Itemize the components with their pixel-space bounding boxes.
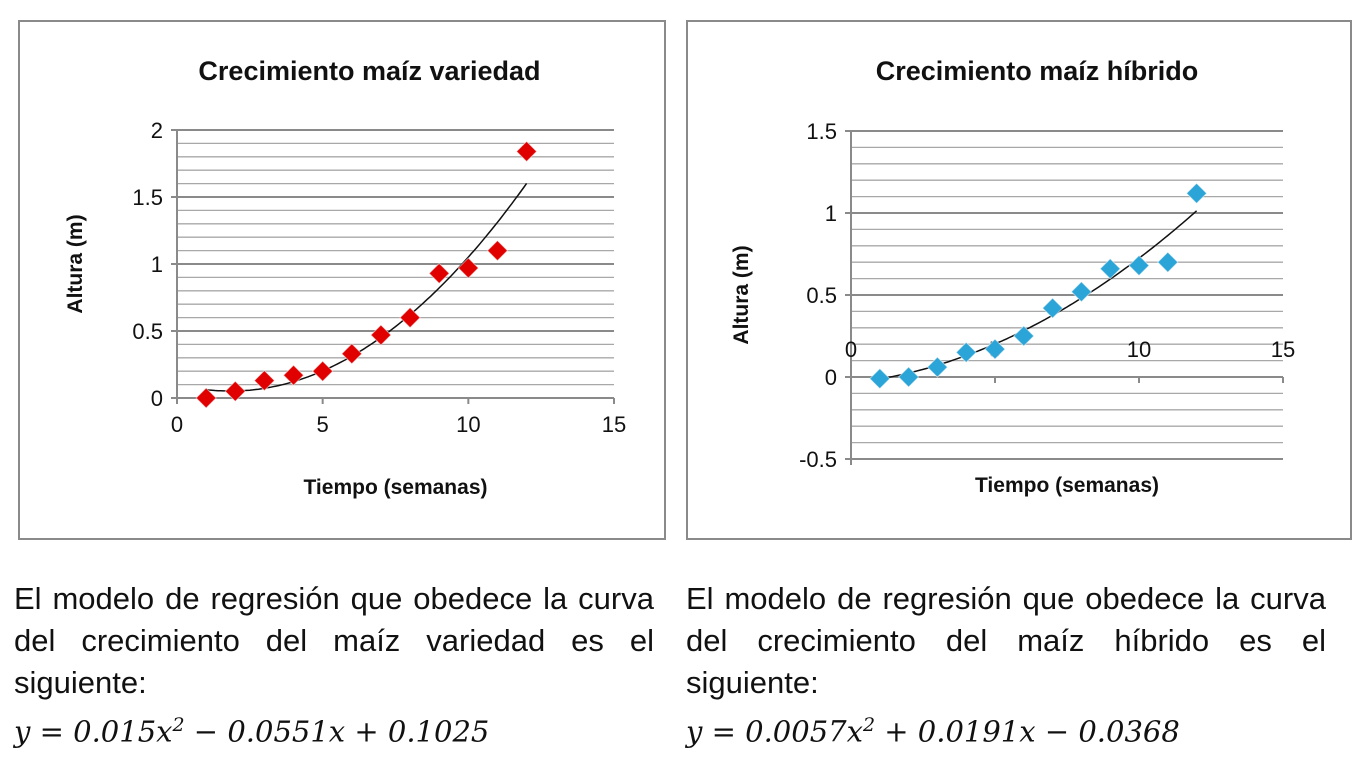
y-tick-label: 1 bbox=[151, 252, 163, 277]
data-point bbox=[1041, 297, 1064, 319]
description-variedad: El modelo de regresión que obedece la cu… bbox=[14, 578, 654, 753]
data-point bbox=[1013, 325, 1035, 347]
data-point bbox=[253, 369, 276, 392]
data-point bbox=[224, 380, 246, 403]
data-point bbox=[984, 338, 1006, 360]
data-point bbox=[897, 366, 920, 388]
trendline bbox=[205, 182, 528, 392]
y-tick-label: 0.5 bbox=[806, 283, 837, 308]
y-tick-label: 1 bbox=[825, 201, 837, 226]
x-tick-label: 15 bbox=[602, 412, 626, 437]
data-point bbox=[341, 343, 363, 365]
y-tick-label: 2 bbox=[151, 118, 163, 143]
data-point bbox=[926, 356, 949, 378]
x-tick-label: 10 bbox=[456, 412, 480, 437]
data-point bbox=[428, 262, 450, 285]
y-tick-label: 0 bbox=[151, 386, 163, 411]
chart-variedad: Crecimiento maíz variedad 0 0.5 1 1.5 2 0 5 10 15… bbox=[18, 20, 666, 540]
y-tick-label: -0.5 bbox=[799, 447, 837, 472]
data-point bbox=[1099, 258, 1121, 280]
y-axis-label: Altura (m) bbox=[730, 245, 753, 344]
data-point bbox=[1185, 182, 1208, 205]
x-tick-label: 15 bbox=[1271, 337, 1295, 362]
data-point bbox=[311, 360, 334, 382]
description-text: El modelo de regresión que obedece la cu… bbox=[14, 581, 654, 700]
data-point bbox=[486, 239, 509, 262]
chart-title: Crecimiento maíz híbrido bbox=[876, 56, 1199, 86]
data-point bbox=[515, 140, 538, 163]
chart-svg: Crecimiento maíz híbrido-0.500.511.50510… bbox=[730, 56, 1295, 497]
data-point bbox=[955, 341, 977, 364]
data-point bbox=[282, 364, 305, 386]
data-point bbox=[399, 306, 421, 329]
x-axis-label: Tiempo (semanas) bbox=[975, 474, 1159, 497]
chart-hibrido: Crecimiento maíz híbrido-0.500.511.50510… bbox=[686, 20, 1352, 540]
data-point bbox=[869, 367, 891, 390]
y-axis-label: Altura (m) bbox=[64, 214, 87, 313]
y-tick-label: 0 bbox=[825, 365, 837, 390]
description-text: El modelo de regresión que obedece la cu… bbox=[686, 581, 1326, 700]
data-point bbox=[1157, 251, 1179, 273]
description-hibrido: El modelo de regresión que obedece la cu… bbox=[686, 578, 1326, 753]
chart-title: Crecimiento maíz variedad bbox=[198, 56, 540, 86]
x-axis-label: Tiempo (semanas) bbox=[303, 476, 487, 499]
x-tick-label: 0 bbox=[171, 412, 183, 437]
x-tick-label: 10 bbox=[1127, 337, 1151, 362]
regression-equation: y = 0.0057x2 + 0.0191x − 0.0368 bbox=[686, 714, 1180, 749]
x-tick-label: 0 bbox=[845, 337, 857, 362]
data-point bbox=[1128, 254, 1150, 277]
y-tick-label: 0.5 bbox=[132, 319, 163, 344]
data-point bbox=[1070, 281, 1093, 303]
y-tick-label: 1.5 bbox=[806, 119, 837, 144]
regression-equation: y = 0.015x2 − 0.0551x + 0.1025 bbox=[14, 714, 490, 749]
data-point bbox=[457, 257, 480, 279]
chart-svg: Crecimiento maíz variedad 0 0.5 1 1.5 2 0 5 10 15… bbox=[64, 56, 626, 499]
data-point bbox=[195, 387, 217, 409]
y-tick-label: 1.5 bbox=[132, 185, 163, 210]
x-tick-label: 5 bbox=[317, 412, 329, 437]
data-point bbox=[370, 324, 392, 346]
